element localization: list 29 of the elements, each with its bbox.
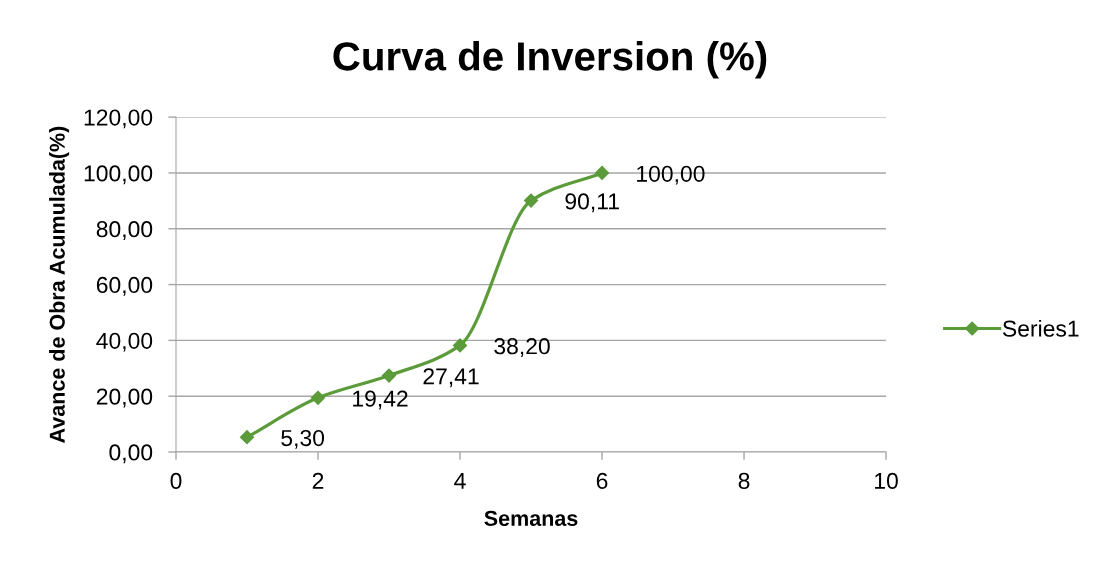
y-tick-label: 60,00 <box>96 276 153 296</box>
x-tick-label: 2 <box>312 472 324 489</box>
x-tick-label: 4 <box>454 472 466 489</box>
y-tick-label: 80,00 <box>96 221 153 240</box>
legend-label: Series1 <box>1002 319 1079 337</box>
chart-title: Curva de Inversion (%) <box>333 41 767 79</box>
point <box>523 193 539 208</box>
x-tick-label: 8 <box>738 472 750 489</box>
x-tick-label: 0 <box>170 472 182 489</box>
y-tick-label: 100,00 <box>84 165 153 185</box>
point <box>310 390 326 405</box>
point <box>381 368 397 383</box>
data-label: 90,11 <box>565 193 619 213</box>
data-label: 27,41 <box>423 368 479 388</box>
y-axis-title: Avance de Obra Acumulada(%) <box>49 126 70 443</box>
point <box>594 165 610 181</box>
point <box>239 430 255 445</box>
x-axis-title: Semanas <box>484 510 578 526</box>
data-label: 38,20 <box>494 338 550 358</box>
y-tick-label: 20,00 <box>96 388 153 408</box>
x-tick-label: 6 <box>596 472 608 489</box>
data-label: 5,30 <box>281 429 325 449</box>
data-label: 100,00 <box>637 165 705 185</box>
x-tick-label: 10 <box>875 472 898 489</box>
y-tick-label: 40,00 <box>96 332 153 352</box>
data-label: 19,42 <box>353 390 408 410</box>
point <box>452 338 468 353</box>
y-tick-label: 120,00 <box>84 109 153 129</box>
y-tick-label: 0,00 <box>109 444 153 464</box>
